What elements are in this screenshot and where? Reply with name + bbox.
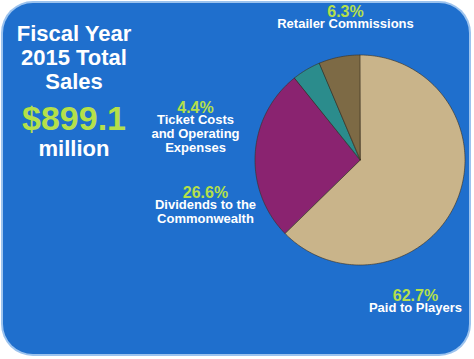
svg-text:Dividends to theCommonwealth: Dividends to theCommonwealth — [155, 197, 256, 226]
svg-text:Paid to Players: Paid to Players — [369, 300, 462, 315]
svg-text:62.7%: 62.7% — [392, 286, 439, 304]
svg-text:Retailer Commissions: Retailer Commissions — [277, 16, 414, 31]
html-text:Fiscal Year 2015 Total Sales: Fiscal Year 2015 Total Sales — [16, 21, 132, 95]
html-text:$899.1: $899.1 — [22, 99, 126, 137]
svg-text:26.6%: 26.6% — [182, 183, 229, 201]
svg-text:6.3%: 6.3% — [327, 2, 364, 20]
svg-text:Ticket Costsand OperatingExpen: Ticket Costsand OperatingExpenses — [151, 112, 239, 156]
html-text:million: million — [38, 136, 110, 162]
svg-text:4.4%: 4.4% — [177, 98, 214, 116]
